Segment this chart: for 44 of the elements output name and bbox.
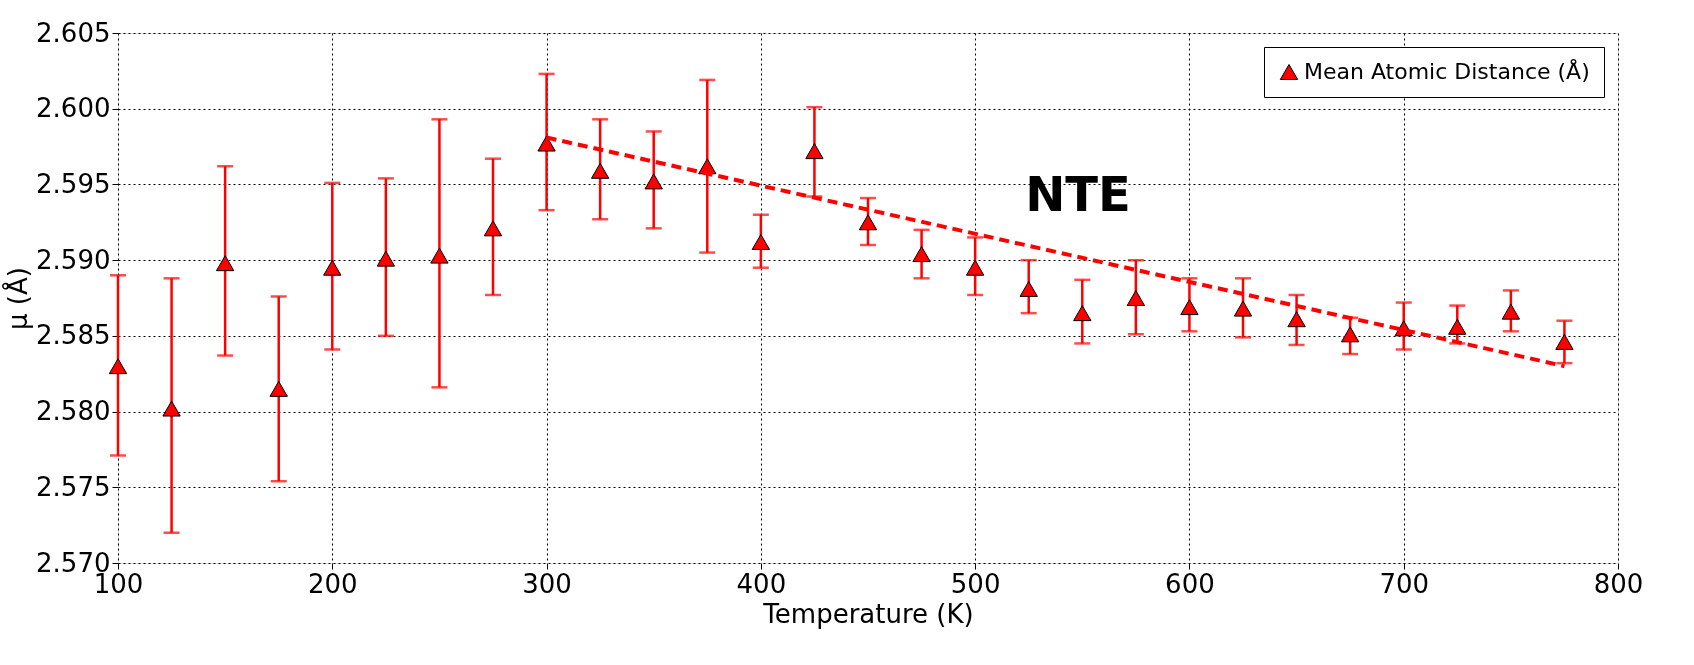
- point: [537, 135, 556, 152]
- annotation: NTE: [1025, 166, 1131, 222]
- point: [483, 220, 503, 237]
- point: [751, 233, 771, 250]
- x-tick-label: 200: [307, 568, 358, 599]
- point: [430, 247, 449, 264]
- point: [1073, 305, 1092, 322]
- point: [1019, 280, 1038, 297]
- point: [108, 358, 128, 375]
- x-tick-label: 800: [1593, 568, 1644, 599]
- point: [162, 400, 181, 417]
- point: [215, 255, 235, 272]
- point: [1448, 318, 1467, 335]
- point: [1287, 311, 1306, 328]
- x-tick-label: 400: [736, 568, 787, 599]
- point: [590, 162, 610, 179]
- y-axis-title: μ (Å): [2, 267, 34, 330]
- x-tick-label: 600: [1165, 568, 1215, 599]
- point: [1180, 299, 1199, 316]
- y-tick-label: 2.590: [36, 244, 111, 275]
- y-tick-label: 2.605: [36, 17, 111, 48]
- point: [912, 246, 931, 263]
- y-tick-label: 2.585: [36, 320, 111, 351]
- x-tick-label: 500: [950, 568, 1001, 599]
- point: [1233, 300, 1253, 317]
- point: [965, 259, 985, 276]
- point: [1126, 290, 1146, 306]
- legend-label: Mean Atomic Distance (Å): [1304, 58, 1590, 84]
- x-tick-label: 700: [1379, 568, 1430, 599]
- y-tick-label: 2.600: [36, 93, 111, 124]
- point: [1555, 333, 1574, 350]
- x-axis-title: Temperature (K): [762, 598, 974, 629]
- point: [1340, 326, 1360, 343]
- point: [376, 250, 396, 267]
- x-tick-label: 300: [522, 568, 572, 599]
- point: [1501, 303, 1521, 320]
- point: [805, 143, 824, 160]
- point: [644, 173, 663, 190]
- point: [858, 214, 878, 231]
- y-tick-label: 2.575: [36, 471, 111, 502]
- point: [323, 259, 342, 276]
- point: [269, 380, 288, 397]
- y-tick-label: 2.580: [36, 396, 111, 427]
- y-tick-label: 2.595: [36, 168, 111, 199]
